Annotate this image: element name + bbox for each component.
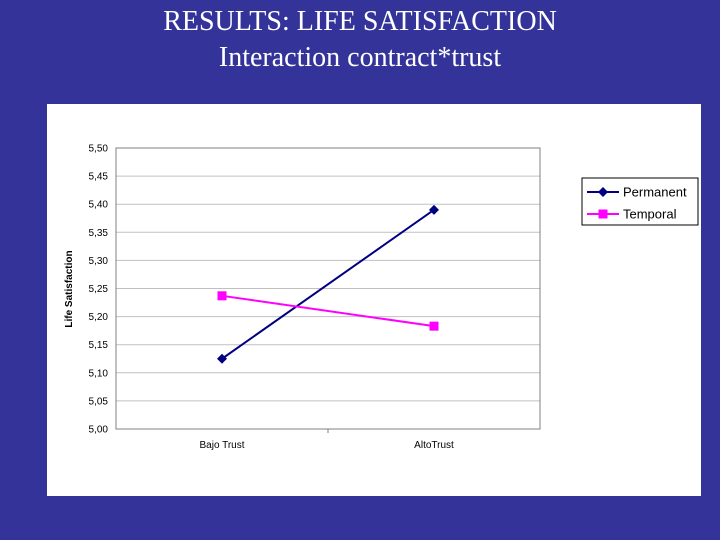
y-tick-label: 5,05 [89, 396, 109, 407]
series-line [221, 294, 435, 328]
y-tick-label: 5,25 [89, 284, 109, 295]
slide-title: RESULTS: LIFE SATISFACTION Interaction c… [0, 4, 720, 76]
legend-entry: Temporal [587, 207, 677, 222]
x-tick-label: Bajo Trust [199, 440, 244, 451]
legend-label: Temporal [623, 207, 677, 222]
data-point [429, 321, 439, 331]
legend-label: Permanent [623, 185, 687, 200]
data-point [217, 291, 227, 301]
y-tick-label: 5,20 [89, 312, 109, 323]
legend-marker [598, 187, 608, 197]
gridlines [116, 147, 540, 430]
x-axis-tick-labels: Bajo Trust AltoTrust [199, 429, 454, 451]
y-tick-label: 5,50 [89, 144, 109, 155]
slide-title-line-1: RESULTS: LIFE SATISFACTION [163, 6, 557, 37]
y-tick-label: 5,40 [89, 200, 109, 211]
legend-entry: Permanent [587, 185, 687, 200]
line-chart: 5,50 5,45 5,40 5,35 5,30 5,25 5,20 5,15 5,10 5,05… [64, 144, 699, 451]
y-tick-label: 5,00 [89, 425, 109, 436]
y-tick-label: 5,35 [89, 228, 109, 239]
chart-panel: 5,50 5,45 5,40 5,35 5,30 5,25 5,20 5,15 5,10 5,05… [47, 104, 701, 496]
y-tick-label: 5,45 [89, 172, 109, 183]
data-point [429, 204, 439, 215]
series-permanent [217, 204, 439, 364]
series-temporal [217, 291, 439, 331]
series-line [221, 209, 435, 360]
x-tick-label: AltoTrust [414, 440, 454, 451]
y-axis-tick-labels: 5,50 5,45 5,40 5,35 5,30 5,25 5,20 5,15 5,10 5,05… [89, 144, 109, 436]
y-tick-label: 5,10 [89, 368, 109, 379]
y-axis-title: Life Satisfaction [64, 250, 75, 327]
data-series [217, 204, 439, 364]
data-point [217, 353, 227, 364]
legend: Permanent Temporal [581, 177, 699, 226]
legend-marker [598, 209, 608, 219]
y-tick-label: 5,15 [89, 340, 109, 351]
y-tick-label: 5,30 [89, 256, 109, 267]
slide-title-line-2: Interaction contract*trust [218, 42, 502, 73]
